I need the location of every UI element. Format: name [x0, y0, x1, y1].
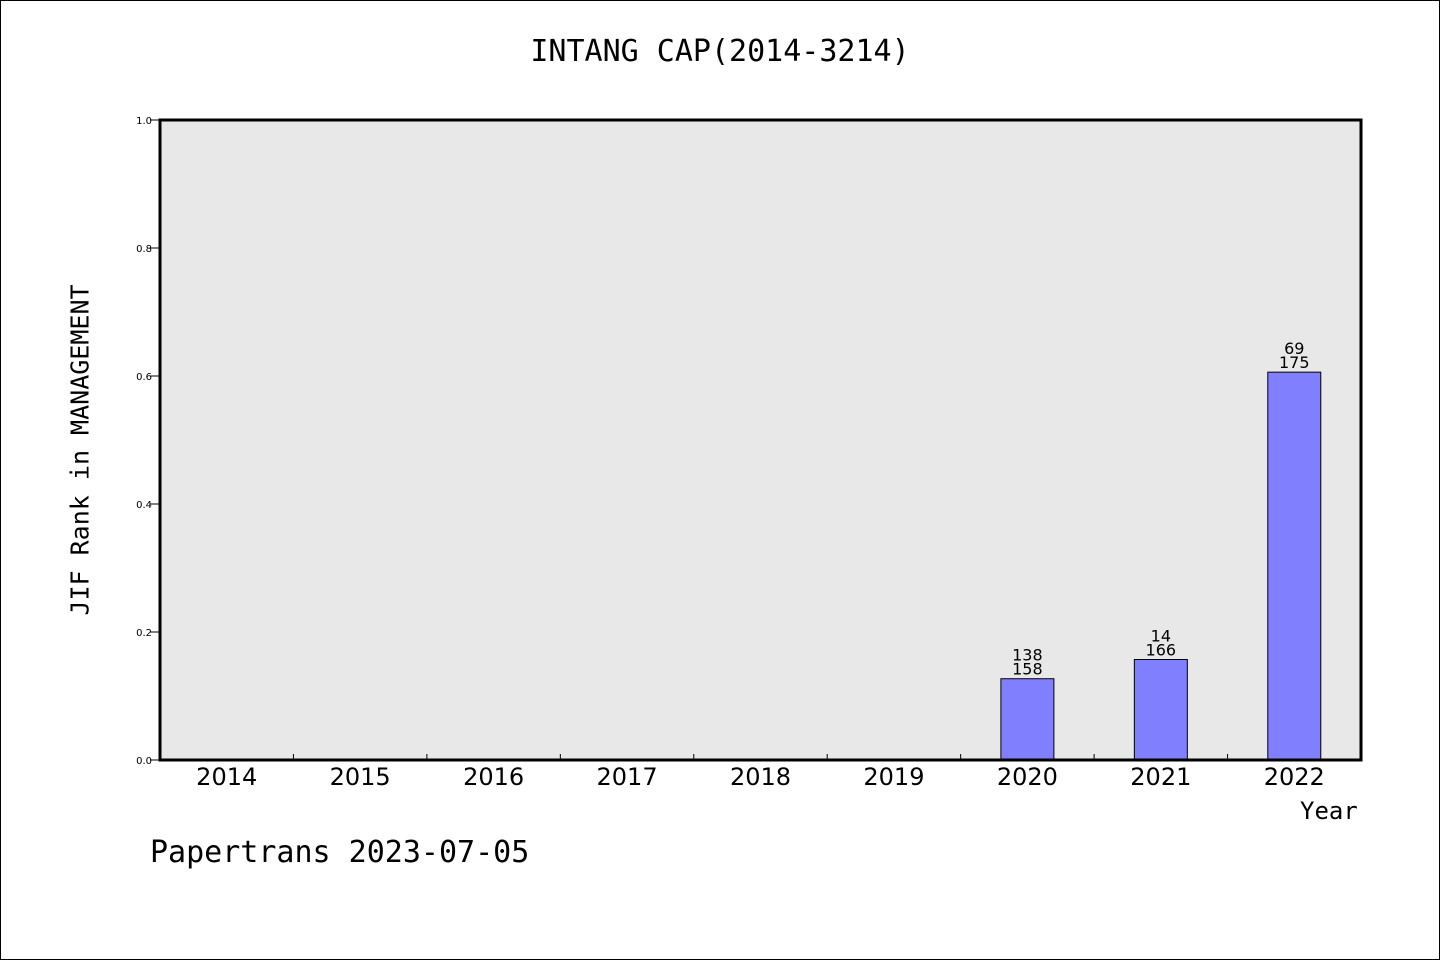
bar-label-bottom: 166 [1146, 641, 1177, 660]
x-tick-label: 2021 [1130, 763, 1191, 791]
y-tick-label: 0.8 [136, 244, 152, 255]
x-tick-label: 2019 [863, 763, 924, 791]
y-tick-label: 0.2 [136, 628, 152, 639]
bar-label-top: 138 [1012, 646, 1043, 665]
bar [1133, 659, 1188, 761]
bar-label-bottom: 175 [1279, 353, 1310, 372]
x-tick-label: 2015 [330, 763, 391, 791]
plot-area [160, 120, 1361, 760]
bar [1267, 371, 1322, 761]
x-axis-label: Year [1300, 797, 1358, 825]
bar-label-bottom: 158 [1012, 660, 1043, 679]
x-tick-label: 2018 [730, 763, 791, 791]
y-tick-label: 1.0 [136, 116, 152, 127]
bar-label-top: 69 [1284, 339, 1304, 358]
x-tick-label: 2014 [196, 763, 257, 791]
bar [1000, 678, 1055, 761]
x-tick-label: 2022 [1264, 763, 1325, 791]
x-tick-label: 2017 [597, 763, 658, 791]
footer-credit: Papertrans 2023-07-05 [150, 835, 530, 870]
y-tick-label: 0.6 [136, 372, 152, 383]
x-tick-label: 2016 [463, 763, 524, 791]
y-tick-label: 0.0 [136, 756, 152, 767]
plot-border [158, 118, 1363, 762]
y-tick-label: 0.4 [136, 500, 152, 511]
chart-title: INTANG CAP(2014-3214) [530, 34, 910, 69]
bar-label-top: 14 [1151, 627, 1171, 646]
x-tick-label: 2020 [997, 763, 1058, 791]
